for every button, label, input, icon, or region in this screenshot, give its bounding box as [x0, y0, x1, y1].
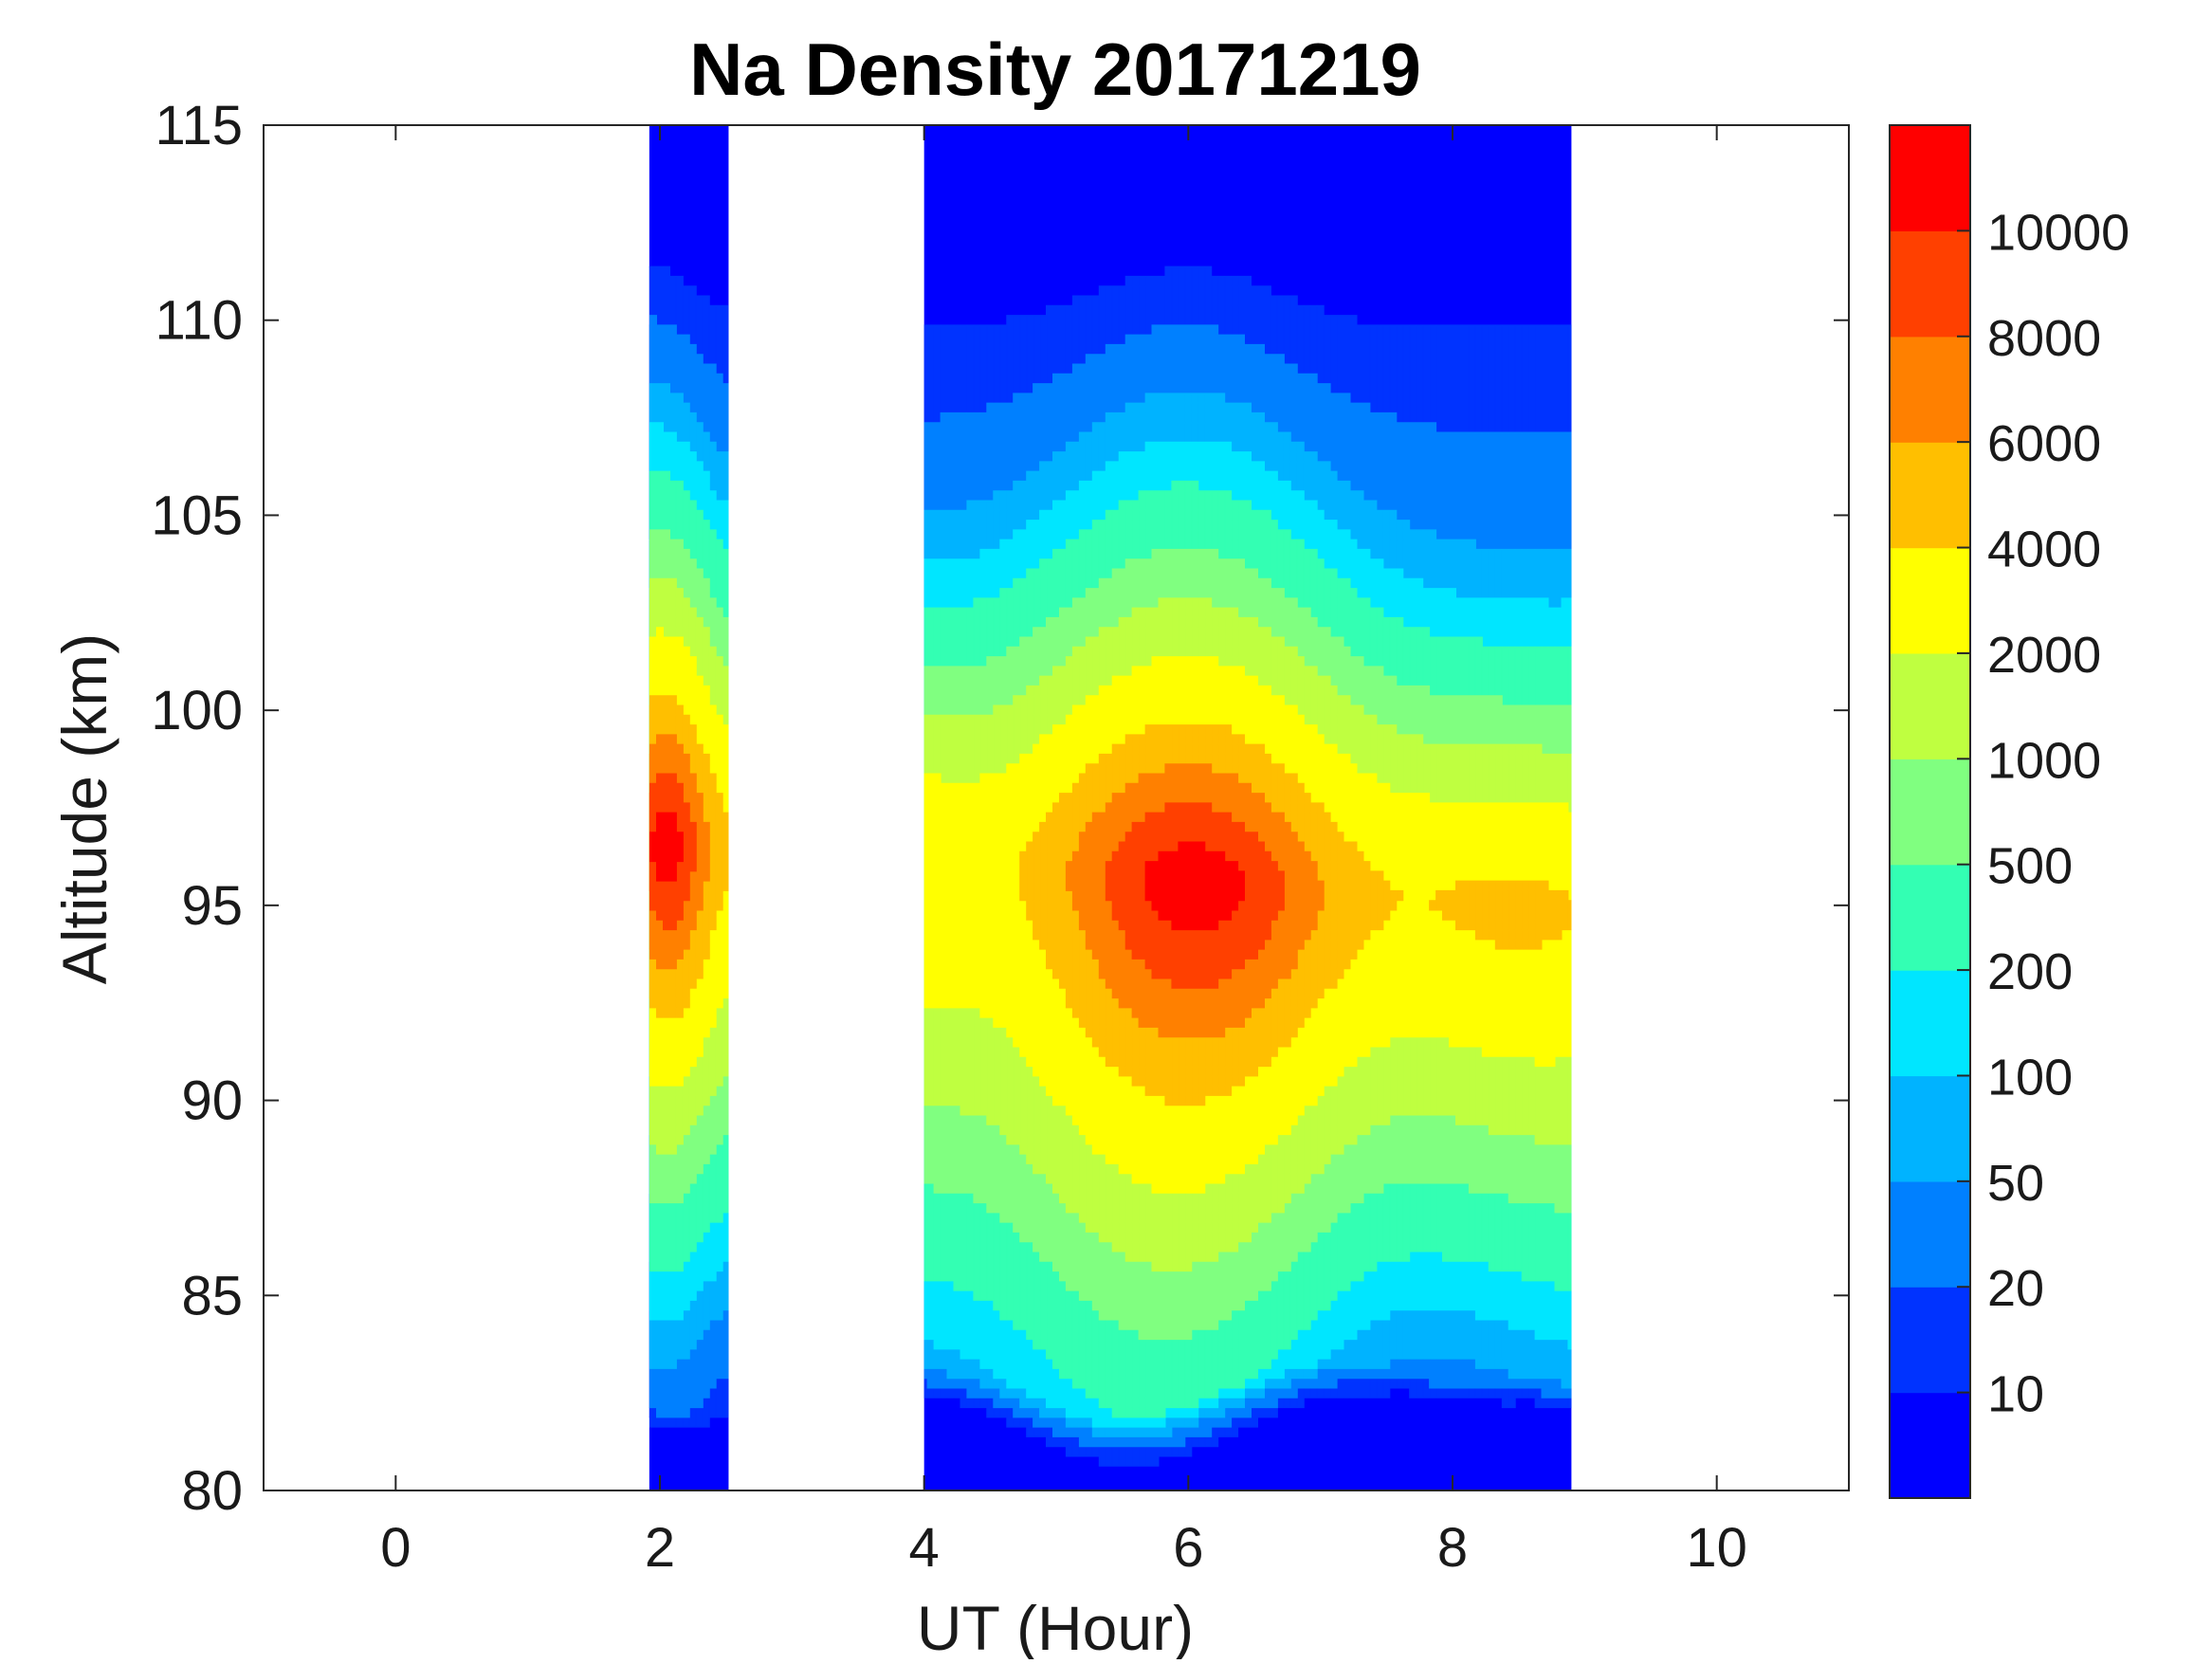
- colorbar-tick-label: 10: [1987, 1366, 2044, 1423]
- colorbar-tick-label: 4000: [1987, 521, 2101, 578]
- colorbar-swatch-11: [1890, 336, 1970, 443]
- y-axis-label: Altitude (km): [49, 633, 119, 984]
- colorbar-tick-label: 20: [1987, 1260, 2044, 1317]
- data-block-1-contours: [649, 125, 729, 1490]
- colorbar: 10 20 50 100 200 500 1000 2000 4000 6000 8000 10000: [1889, 124, 2130, 1499]
- colorbar-swatch-5: [1890, 970, 1970, 1077]
- colorbar-tick-label: 2000: [1987, 627, 2101, 684]
- x-tick-label: 6: [1173, 1517, 1203, 1579]
- y-tick-label: 100: [151, 680, 243, 741]
- colorbar-swatch-13: [1890, 125, 1970, 231]
- y-tick-label: 110: [155, 290, 243, 352]
- colorbar-swatch-10: [1890, 442, 1970, 549]
- x-tick-label: 2: [645, 1517, 675, 1579]
- colorbar-swatch-6: [1890, 864, 1970, 971]
- colorbar-tick-label: 100: [1987, 1049, 2073, 1106]
- colorbar-frame: [1889, 124, 1971, 1499]
- x-tick-label: 8: [1437, 1517, 1468, 1579]
- colorbar-swatch-4: [1890, 1075, 1970, 1182]
- contour-band-10000: [1144, 841, 1245, 931]
- y-tick-label: 95: [181, 875, 243, 937]
- colorbar-swatch-8: [1890, 652, 1970, 759]
- colorbar-tick-label: 1000: [1987, 732, 2101, 789]
- colorbar-swatch-3: [1890, 1180, 1970, 1288]
- data-block-2-contours: [923, 125, 1572, 1490]
- colorbar-tick-label: 6000: [1987, 415, 2101, 472]
- colorbar-swatch-9: [1890, 547, 1970, 654]
- colorbar-swatch-2: [1890, 1287, 1970, 1394]
- plot-area: [649, 125, 1572, 1490]
- contour-band-10000: [649, 812, 684, 882]
- colorbar-tick-label: 10000: [1987, 204, 2130, 261]
- colorbar-tick-label: 50: [1987, 1155, 2044, 1212]
- x-tick-label: 4: [909, 1517, 940, 1579]
- y-tick-label: 115: [155, 95, 243, 156]
- chart-title: Na Density 20171219: [689, 27, 1421, 111]
- x-tick-label: 0: [380, 1517, 411, 1579]
- colorbar-tick-label: 500: [1987, 838, 2073, 895]
- colorbar-swatch-7: [1890, 759, 1970, 866]
- x-tick-label: 10: [1686, 1517, 1747, 1579]
- colorbar-tick-label: 8000: [1987, 310, 2101, 367]
- y-tick-label: 85: [181, 1265, 243, 1326]
- axes-frame: [263, 124, 1850, 1491]
- colorbar-tick-label: 200: [1987, 943, 2073, 1000]
- y-tick-label: 80: [181, 1460, 243, 1522]
- x-axis-label: UT (Hour): [917, 1593, 1194, 1659]
- y-tick-label: 90: [181, 1070, 243, 1132]
- y-tick-label: 105: [151, 485, 243, 546]
- colorbar-swatch-12: [1890, 230, 1970, 338]
- axes: 0 2 4 6 8 10 80 85 90 95 100 105 110 115: [151, 95, 1850, 1579]
- colorbar-swatch-1: [1890, 1392, 1970, 1499]
